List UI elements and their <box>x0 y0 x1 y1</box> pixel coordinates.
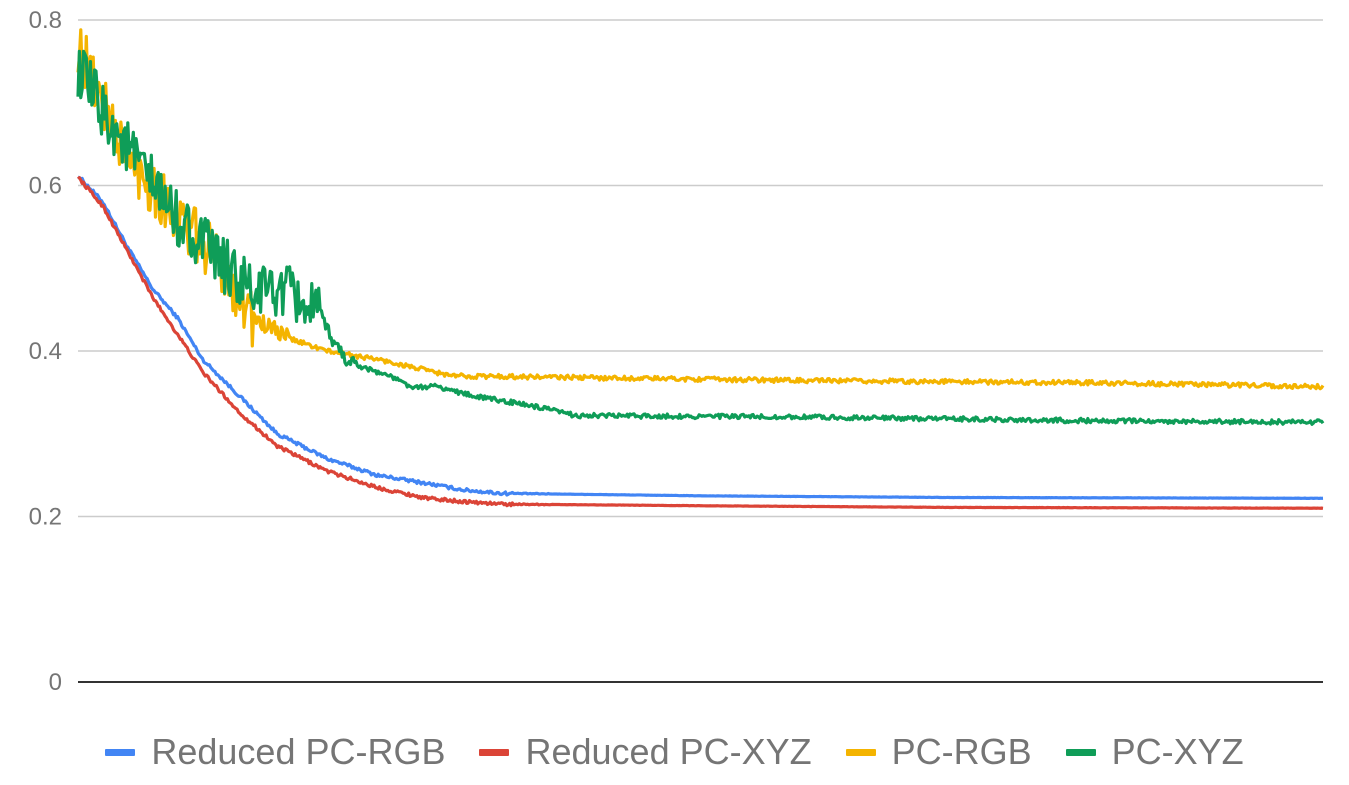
y-axis-tick-labels: 0 0.2 0.4 0.6 0.8 <box>29 7 62 696</box>
series-line-reduced-pc-xyz <box>77 176 1324 510</box>
series-line-reduced-pc-rgb <box>77 175 1324 501</box>
series-lines <box>76 28 1325 510</box>
line-chart: 0 0.2 0.4 0.6 0.8 <box>29 7 1325 696</box>
y-tick-label: 0.4 <box>29 338 62 365</box>
series-line-pc-rgb <box>76 28 1325 391</box>
legend-item-pc-rgb: PC-RGB <box>845 731 1032 773</box>
legend-swatch <box>1065 748 1096 756</box>
legend-swatch <box>479 748 510 756</box>
y-tick-label: 0.2 <box>29 504 62 531</box>
legend-label: PC-RGB <box>891 731 1032 772</box>
series-line-pc-xyz <box>76 49 1325 426</box>
legend-item-pc-xyz: PC-XYZ <box>1065 731 1244 773</box>
y-tick-label: 0.8 <box>29 7 62 34</box>
legend-label: Reduced PC-XYZ <box>525 731 812 772</box>
legend-item-reduced-pc-rgb: Reduced PC-RGB <box>105 731 445 773</box>
y-tick-label: 0.6 <box>29 173 62 200</box>
legend: Reduced PC-RGB Reduced PC-XYZ PC-RGB PC-XYZ <box>0 722 1349 782</box>
gridlines <box>78 19 1323 518</box>
legend-label: PC-XYZ <box>1111 731 1244 772</box>
legend-swatch <box>845 748 876 756</box>
y-tick-label: 0 <box>49 669 62 696</box>
legend-item-reduced-pc-xyz: Reduced PC-XYZ <box>479 731 812 773</box>
legend-label: Reduced PC-RGB <box>151 731 446 772</box>
legend-swatch <box>105 748 136 756</box>
